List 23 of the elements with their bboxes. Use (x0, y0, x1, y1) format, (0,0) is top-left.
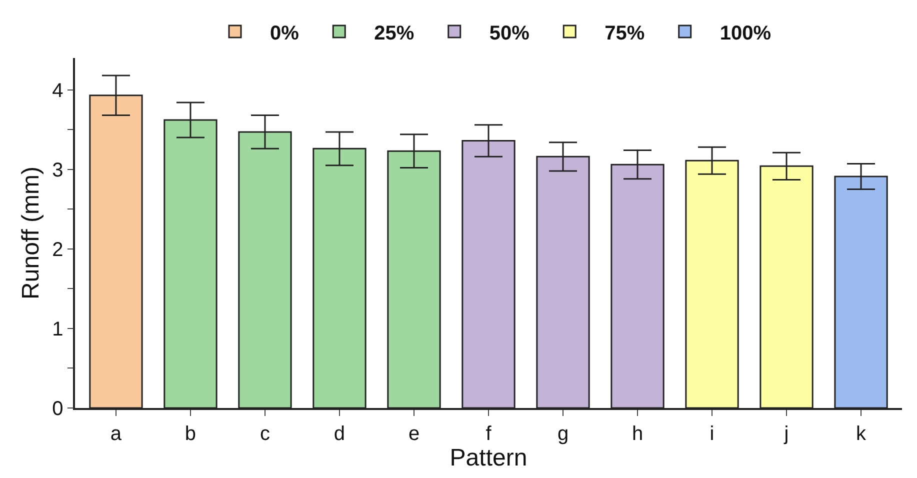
legend-label: 100% (720, 22, 772, 44)
x-tick-label: h (632, 422, 644, 445)
legend-label: 25% (374, 22, 414, 44)
legend-label: 75% (604, 22, 645, 44)
y-tick-label: 3 (52, 159, 64, 182)
y-tick-label: 4 (52, 80, 64, 102)
x-tick-label: a (110, 422, 122, 445)
y-tick-label: 2 (52, 238, 64, 261)
x-tick-label: c (260, 422, 270, 445)
x-axis-title: Pattern (450, 444, 528, 472)
x-tick-label: k (856, 422, 868, 445)
x-tick-label: f (486, 422, 492, 445)
x-tick-label: i (710, 422, 714, 445)
y-tick-label: 0 (52, 398, 64, 420)
x-tick-label: e (408, 422, 420, 445)
legend-label: 0% (270, 22, 300, 44)
legend-label: 50% (489, 22, 530, 44)
x-tick-label: g (557, 422, 569, 445)
x-tick-label: j (783, 422, 789, 445)
x-tick-label: b (184, 422, 196, 445)
y-axis-title: Runoff (mm) (18, 166, 45, 300)
y-tick-label: 1 (52, 318, 64, 340)
x-tick-label: d (334, 422, 346, 445)
